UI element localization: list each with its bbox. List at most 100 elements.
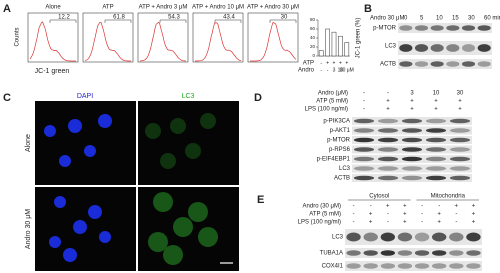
blot-label: LC3 — [385, 44, 397, 50]
band — [449, 147, 471, 152]
histogram-title: Alone — [45, 5, 61, 11]
time-label: 5 — [420, 16, 424, 22]
panel-label: D — [254, 92, 262, 104]
condition-name: ATP — [303, 61, 314, 67]
blot-label: p-MTOR — [373, 26, 397, 32]
band — [401, 128, 423, 133]
histogram-curve — [140, 21, 187, 62]
channel-label: DAPI — [77, 93, 93, 100]
band — [414, 25, 429, 31]
histogram-title: ATP + Andro 10 μM — [192, 5, 244, 11]
blot-label: p-EIF4EBP1 — [317, 157, 351, 163]
treatment-level: + — [410, 107, 414, 113]
micrograph — [138, 101, 239, 185]
time-label: 10 — [436, 16, 443, 22]
blot-label: ACTB — [334, 176, 350, 182]
treatment-level: + — [455, 204, 459, 210]
treatment-level: - — [363, 91, 365, 97]
treatment-name: LPS (100 ng/ml) — [305, 107, 348, 113]
band — [397, 250, 413, 256]
band — [425, 118, 447, 124]
band — [353, 166, 375, 171]
cell — [200, 113, 216, 129]
band — [377, 147, 399, 152]
band — [449, 128, 471, 133]
panel-label: E — [257, 194, 264, 206]
histogram-frame — [27, 12, 79, 63]
y-tick-label: 60 — [310, 26, 316, 31]
treatment-level: - — [421, 204, 423, 210]
treatment-level: + — [472, 220, 476, 226]
nucleus — [88, 205, 102, 219]
band — [449, 166, 471, 171]
channel-label: LC3 — [182, 93, 195, 100]
treatment-level: + — [403, 204, 407, 210]
band — [401, 156, 423, 162]
blot-label: p-AKT1 — [330, 128, 351, 134]
band — [399, 25, 413, 31]
nucleus — [98, 114, 112, 128]
histogram-frame — [247, 12, 299, 63]
blot-strip — [345, 248, 482, 258]
y-tick-label: 0 — [312, 53, 315, 58]
gate-value: 61.8 — [113, 15, 125, 21]
band — [425, 156, 447, 162]
band — [446, 25, 460, 31]
band — [353, 156, 375, 162]
histogram-title: ATP + Andro 3 μM — [139, 5, 188, 11]
treatment-level: - — [387, 91, 389, 97]
gate-value: 54.3 — [168, 15, 180, 21]
band — [353, 175, 375, 181]
nucleus — [44, 125, 56, 137]
band — [425, 166, 447, 171]
histogram-title: ATP — [102, 5, 113, 11]
band — [449, 137, 471, 143]
condition-level: + — [333, 60, 336, 66]
band — [449, 263, 464, 269]
band — [377, 166, 399, 171]
nucleus — [99, 231, 111, 243]
blot-label: LC3 — [332, 235, 344, 241]
band — [425, 147, 447, 152]
band — [377, 175, 399, 181]
treatment-level: + — [437, 220, 441, 226]
treatment-level: - — [455, 212, 457, 218]
band — [449, 232, 464, 242]
bar — [325, 28, 330, 57]
blot-strip — [345, 229, 482, 245]
band — [363, 232, 378, 242]
nucleus — [73, 220, 87, 234]
cell — [160, 153, 176, 169]
band — [431, 232, 447, 242]
treatment-level: + — [434, 99, 438, 105]
treatment-level: + — [472, 212, 476, 218]
band — [477, 61, 491, 67]
histogram-frame — [192, 12, 244, 63]
band — [449, 250, 464, 256]
condition-level: - — [320, 67, 322, 73]
band — [430, 61, 444, 67]
treatment-level: - — [363, 99, 365, 105]
time-label: 0 — [404, 16, 408, 22]
gate — [214, 19, 242, 23]
blot-label: p-PIK3CA — [323, 119, 350, 125]
time-label: 60 min — [484, 16, 500, 22]
band — [414, 250, 430, 256]
band — [461, 61, 476, 67]
gate — [104, 19, 132, 23]
histogram-curve — [250, 21, 297, 62]
gate-value: 43.4 — [223, 15, 235, 21]
time-label: 30 — [468, 16, 475, 22]
histogram-curve — [84, 21, 131, 62]
blot-label: ACTB — [380, 62, 396, 68]
band — [425, 175, 447, 181]
band — [449, 156, 471, 162]
time-label: 15 — [452, 16, 459, 22]
band — [414, 232, 430, 242]
cell — [198, 227, 218, 247]
blot-strip — [398, 23, 492, 33]
nucleus — [84, 145, 96, 157]
treatment-level: - — [370, 204, 372, 210]
blot-label: COX4I1 — [322, 264, 344, 270]
blot-label: p-RPS6 — [329, 147, 351, 153]
